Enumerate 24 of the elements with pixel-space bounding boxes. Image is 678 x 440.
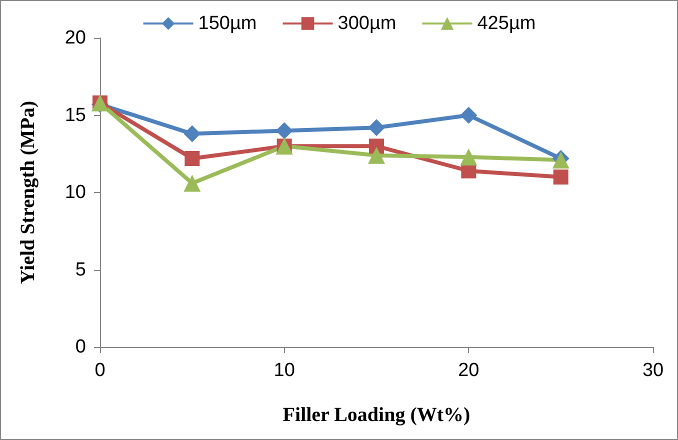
y-axis-title: Yield Strength (MPa) [17,100,39,284]
x-tick-label: 30 [642,360,664,381]
y-tick-label: 10 [64,182,86,203]
point [276,122,293,140]
point [553,170,568,185]
y-tick-label: 0 [75,336,86,358]
point [460,106,478,124]
y-tick-label: 5 [75,259,86,280]
point [184,125,201,142]
x-tick-label: 10 [274,360,295,381]
point [184,174,201,192]
point [369,138,384,154]
legend-label: 300µm [338,13,396,34]
point [460,148,478,166]
legend-label: 150µm [198,13,257,34]
y-tick-label: 20 [64,28,86,48]
point [184,151,200,166]
x-tick-label: 0 [94,360,106,381]
x-tick-label: 20 [458,360,480,381]
point [368,119,385,136]
x-axis-title: Filler Loading (Wt%) [282,404,470,426]
point [368,146,385,164]
legend-label: 425µm [477,13,536,34]
y-tick-label: 15 [64,104,86,126]
